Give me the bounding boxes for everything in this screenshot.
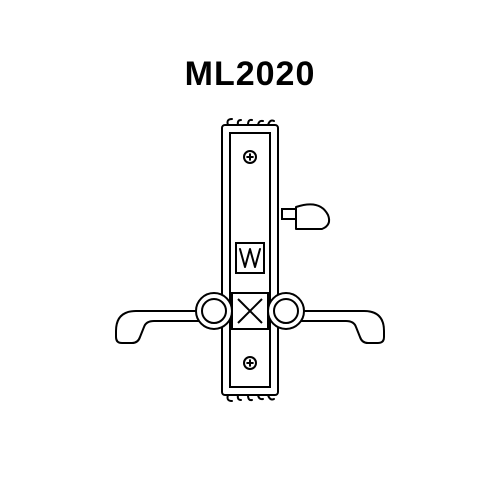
lock-diagram — [0, 115, 500, 475]
product-title: ML2020 — [0, 55, 500, 94]
diagram-strokes — [116, 119, 384, 401]
